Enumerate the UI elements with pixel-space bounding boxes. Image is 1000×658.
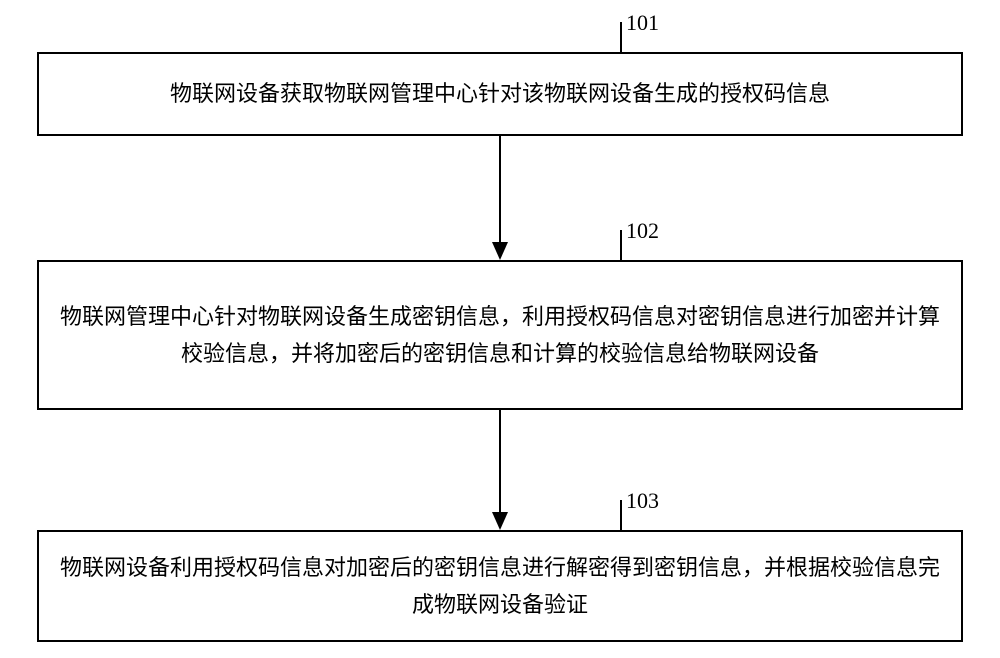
flow-node-text: 物联网设备利用授权码信息对加密后的密钥信息进行解密得到密钥信息，并根据校验信息完… (59, 549, 941, 624)
flow-node-label: 101 (626, 10, 659, 36)
flow-arrow (484, 136, 516, 260)
callout-v (620, 230, 622, 260)
flow-node-text: 物联网设备获取物联网管理中心针对该物联网设备生成的授权码信息 (170, 75, 830, 112)
flow-node-step102: 物联网管理中心针对物联网设备生成密钥信息，利用授权码信息对密钥信息进行加密并计算… (37, 260, 963, 410)
flow-node-step103: 物联网设备利用授权码信息对加密后的密钥信息进行解密得到密钥信息，并根据校验信息完… (37, 530, 963, 642)
flow-node-text: 物联网管理中心针对物联网设备生成密钥信息，利用授权码信息对密钥信息进行加密并计算… (59, 298, 941, 373)
callout-h (560, 530, 620, 532)
flow-node-label: 103 (626, 488, 659, 514)
callout-h (560, 260, 620, 262)
callout-v (620, 22, 622, 52)
flow-node-step101: 物联网设备获取物联网管理中心针对该物联网设备生成的授权码信息 (37, 52, 963, 136)
callout-h (560, 52, 620, 54)
flow-node-label: 102 (626, 218, 659, 244)
flowchart-canvas: 物联网设备获取物联网管理中心针对该物联网设备生成的授权码信息 101 物联网管理中心… (0, 0, 1000, 658)
flow-arrow (484, 410, 516, 530)
callout-v (620, 500, 622, 530)
